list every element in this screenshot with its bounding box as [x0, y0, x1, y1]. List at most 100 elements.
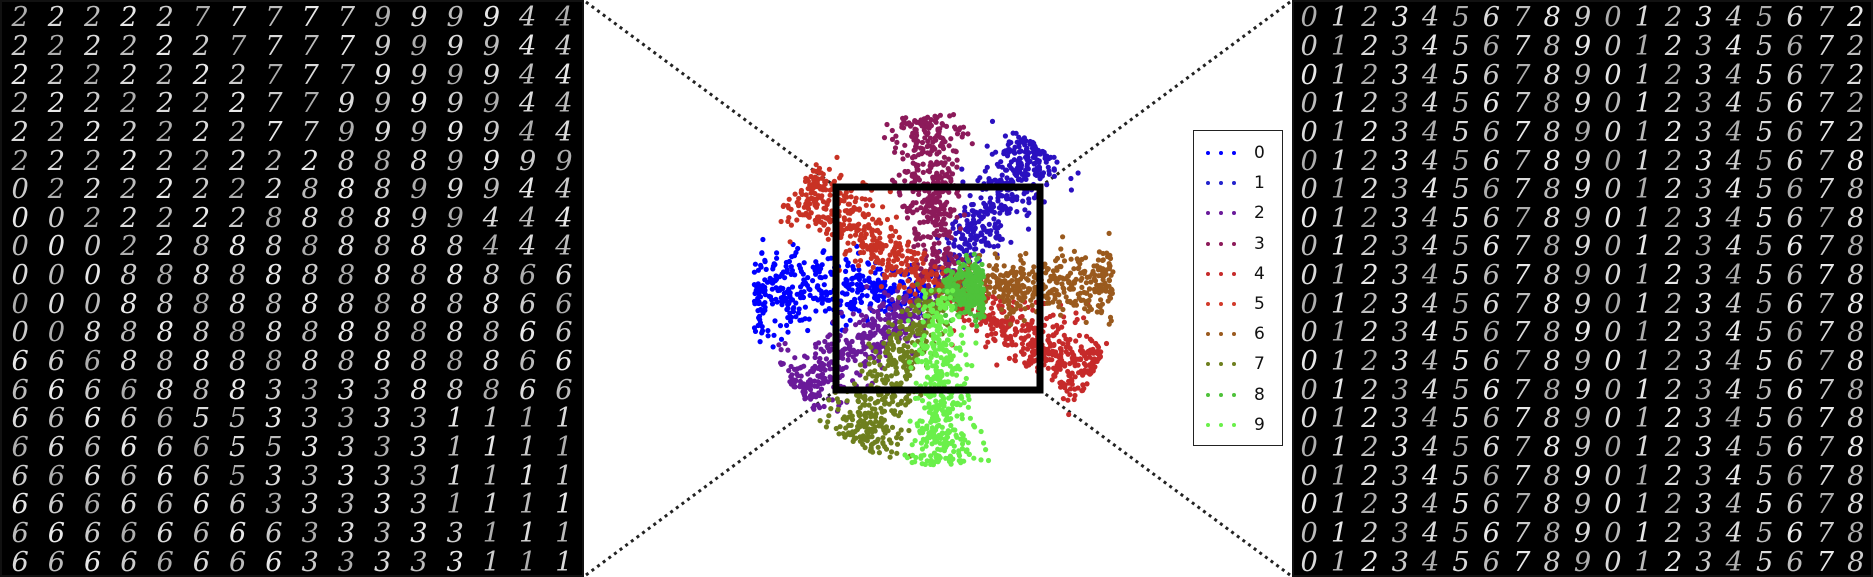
scatter-point [878, 241, 884, 247]
digit-cell: 2 [120, 145, 138, 177]
scatter-point [858, 312, 865, 318]
digit-cell: 8 [1847, 202, 1865, 234]
digit-cell: 9 [1573, 88, 1592, 120]
digit-cell: 7 [1816, 517, 1835, 549]
scatter-point [819, 300, 825, 306]
scatter-point [949, 256, 955, 262]
scatter-point [921, 210, 927, 216]
scatter-point [868, 301, 874, 307]
digit-cell: 6 [192, 489, 211, 521]
digit-cell: 6 [265, 517, 283, 549]
scatter-point [892, 306, 898, 312]
scatter-point [787, 379, 793, 385]
scatter-point [949, 438, 955, 445]
digit-cell: 3 [1695, 260, 1713, 292]
scatter-point [902, 168, 908, 175]
digit-cell: 8 [1847, 432, 1865, 464]
digit-cell: 3 [446, 546, 464, 577]
scatter-point [930, 245, 936, 251]
scatter-point [1050, 268, 1056, 274]
scatter-point [856, 272, 863, 278]
scatter-point [752, 261, 758, 267]
scatter-point [898, 355, 904, 361]
scatter-point [816, 165, 823, 171]
scatter-point [823, 424, 829, 430]
digit-cell: 2 [120, 59, 138, 91]
digit-cell: 6 [47, 432, 66, 464]
scatter-point [970, 229, 976, 235]
scatter-point [953, 345, 959, 351]
digit-cell: 5 [1452, 59, 1470, 91]
digit-cell: 2 [228, 202, 247, 234]
digit-cell: 8 [1543, 403, 1561, 435]
digit-cell: 0 [1604, 489, 1622, 521]
scatter-point [844, 398, 850, 404]
digit-cell: 7 [1513, 174, 1531, 206]
scatter-point [980, 295, 986, 301]
scatter-point [846, 414, 852, 420]
digit-cell: 3 [1391, 317, 1409, 349]
scatter-point [978, 457, 984, 463]
scatter-point [815, 283, 821, 289]
scatter-point [936, 233, 942, 239]
digit-cell: 6 [1482, 288, 1501, 320]
scatter-point [947, 229, 953, 235]
legend-item-2: 2 [1194, 199, 1282, 227]
scatter-point [932, 113, 938, 119]
digit-cell: 2 [1664, 116, 1683, 148]
digit-cell: 7 [1513, 116, 1531, 148]
digit-cell: 9 [410, 2, 428, 34]
digit-cell: 4 [1725, 116, 1743, 148]
scatter-point [923, 361, 930, 367]
scatter-point [886, 328, 892, 335]
scatter-point [963, 375, 969, 382]
digit-cell: 8 [1543, 145, 1561, 177]
scatter-point [867, 197, 873, 203]
scatter-point [999, 318, 1005, 324]
digit-cell: 4 [1421, 202, 1440, 234]
scatter-point [920, 319, 926, 325]
scatter-point [818, 266, 824, 272]
scatter-point [981, 440, 987, 446]
digit-cell: 6 [518, 374, 537, 406]
digit-cell: 4 [1725, 346, 1743, 378]
digit-cell: 8 [337, 202, 356, 234]
digit-cell: 7 [1816, 202, 1835, 234]
digit-cell: 6 [83, 460, 102, 492]
scatter-point [887, 306, 893, 312]
scatter-point [802, 212, 808, 218]
scatter-point [1071, 352, 1077, 358]
scatter-point [788, 318, 794, 324]
scatter-point [801, 386, 807, 392]
scatter-point [854, 370, 860, 376]
digit-cell: 1 [1330, 145, 1349, 177]
scatter-point [855, 286, 861, 292]
digit-cell: 7 [1513, 30, 1531, 62]
scatter-point [1036, 160, 1042, 166]
scatter-point [953, 218, 959, 225]
scatter-point [939, 295, 945, 301]
scatter-point [755, 267, 761, 273]
scatter-points [751, 112, 1116, 468]
digit-cell: 3 [265, 460, 283, 492]
scatter-point [1049, 357, 1055, 363]
scatter-point [927, 135, 933, 141]
digit-cell: 2 [1664, 374, 1683, 406]
legend-item-3: 3 [1194, 230, 1282, 258]
digit-cell: 4 [1421, 346, 1440, 378]
digit-cell: 5 [1756, 2, 1774, 34]
digit-cell: 2 [1664, 2, 1683, 34]
digit-cell: 3 [337, 517, 356, 549]
scatter-point [905, 262, 911, 268]
scatter-point [920, 199, 926, 205]
scatter-point [774, 255, 780, 261]
digit-cell: 2 [192, 145, 211, 177]
scatter-point [1058, 246, 1064, 252]
scatter-point [877, 266, 883, 272]
digit-cell: 6 [1482, 517, 1501, 549]
scatter-point [796, 306, 802, 312]
digit-cell: 2 [1847, 30, 1865, 62]
scatter-point [946, 168, 952, 174]
scatter-point [936, 432, 942, 438]
scatter-point [937, 325, 944, 332]
